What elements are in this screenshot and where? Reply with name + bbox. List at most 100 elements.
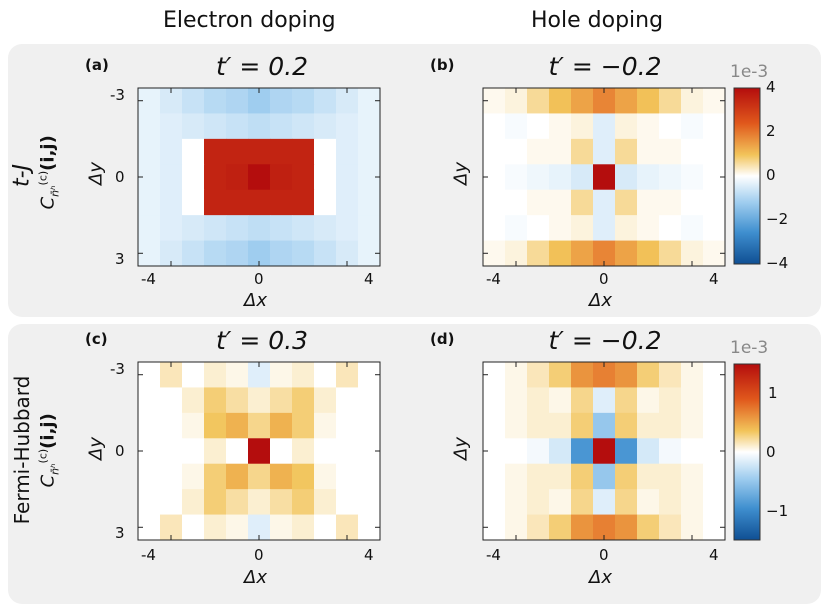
- heatmap-cell: [138, 387, 161, 414]
- heatmap-cell: [138, 164, 161, 191]
- ytick-c-top: -3: [110, 360, 125, 378]
- heatmap-cell: [248, 387, 271, 414]
- ylabel-a: Δy: [85, 162, 107, 185]
- heatmap-cell: [549, 463, 572, 490]
- panel-title-b: t′ = −0.2: [548, 52, 662, 81]
- heatmap-cell: [593, 438, 616, 465]
- cb-top-tick-0: 4: [766, 78, 776, 96]
- heatmap-cell: [505, 362, 528, 388]
- heatmap-cell: [138, 88, 161, 114]
- heatmap-cell: [659, 387, 682, 414]
- heatmap-cell: [527, 514, 550, 541]
- heatmap-cell: [681, 88, 704, 114]
- heatmap-cell: [292, 489, 315, 515]
- heatmap-cell: [659, 113, 682, 140]
- heatmap-cell: [226, 189, 249, 216]
- heatmap-cell: [358, 88, 381, 114]
- heatmap-cell: [681, 113, 704, 140]
- xtick-c-right: 4: [364, 546, 374, 564]
- heatmap-cell: [483, 189, 506, 216]
- heatmap-cell: [336, 489, 359, 515]
- heatmap-cell: [182, 240, 205, 267]
- xtick-b-mid: 0: [599, 270, 609, 288]
- heatmap-cell: [527, 164, 550, 191]
- heatmap-cell: [615, 514, 638, 541]
- heatmap-cells-a: [138, 88, 381, 267]
- heatmap-cell: [505, 138, 528, 165]
- colorbar-bottom-multiplier: 1e-3: [730, 338, 769, 358]
- column-header-electron: Electron doping: [163, 8, 336, 33]
- ytick-a-top: -3: [110, 86, 125, 104]
- cb-top-tick-4: −4: [766, 254, 789, 272]
- heatmap-cell: [483, 88, 506, 114]
- heatmap-cell: [314, 215, 337, 241]
- heatmap-cell: [314, 463, 337, 490]
- heatmap-cell: [138, 240, 161, 267]
- heatmap-cell: [505, 88, 528, 114]
- heatmap-cell: [571, 88, 594, 114]
- xlabel-b: Δx: [589, 290, 612, 311]
- heatmap-cell: [292, 113, 315, 140]
- heatmap-cell: [637, 438, 660, 465]
- heatmap-cells-d: [483, 362, 726, 541]
- heatmap-cell: [615, 189, 638, 216]
- heatmap-cell: [336, 362, 359, 388]
- heatmap-cell: [292, 438, 315, 465]
- heatmap-cell: [182, 215, 205, 241]
- heatmap-cell: [292, 412, 315, 439]
- heatmap-cell: [637, 362, 660, 388]
- heatmap-cell: [549, 215, 572, 241]
- heatmap-cell: [703, 489, 726, 515]
- heatmap-cell: [204, 240, 227, 267]
- heatmap-cell: [248, 438, 271, 465]
- heatmap-cell: [659, 489, 682, 515]
- heatmap-b: [482, 87, 726, 267]
- heatmap-cell: [637, 387, 660, 414]
- heatmap-cell: [703, 138, 726, 165]
- heatmap-cell: [637, 113, 660, 140]
- heatmap-cell: [593, 412, 616, 439]
- heatmap-cell: [204, 463, 227, 490]
- heatmap-cell: [204, 514, 227, 541]
- heatmap-cell: [270, 412, 293, 439]
- heatmap-cell: [160, 138, 183, 165]
- heatmap-cell: [549, 138, 572, 165]
- heatmap-cell: [527, 189, 550, 216]
- heatmap-cell: [314, 113, 337, 140]
- corr-args: (i,j): [37, 135, 59, 171]
- heatmap-cell: [226, 240, 249, 267]
- heatmap-cell: [593, 387, 616, 414]
- heatmap-cell: [637, 240, 660, 267]
- heatmap-cell: [681, 189, 704, 216]
- heatmap-cell: [138, 189, 161, 216]
- heatmap-cell: [593, 113, 616, 140]
- heatmap-cell: [314, 138, 337, 165]
- heatmap-cell: [270, 387, 293, 414]
- heatmap-cell: [505, 215, 528, 241]
- heatmap-cell: [138, 438, 161, 465]
- heatmap-cell: [314, 189, 337, 216]
- panel-label-d: (d): [430, 330, 455, 348]
- heatmap-cell: [248, 189, 271, 216]
- heatmap-cell: [549, 489, 572, 515]
- heatmap-cell: [226, 438, 249, 465]
- xtick-a-left: -4: [141, 270, 156, 288]
- heatmap-cell: [483, 387, 506, 414]
- heatmap-cell: [703, 88, 726, 114]
- heatmap-cell: [182, 438, 205, 465]
- heatmap-cell: [314, 240, 337, 267]
- heatmap-cell: [270, 438, 293, 465]
- heatmap-cell: [336, 514, 359, 541]
- heatmap-cell: [226, 215, 249, 241]
- heatmap-cell: [615, 387, 638, 414]
- heatmap-cell: [549, 412, 572, 439]
- heatmap-cell: [270, 362, 293, 388]
- xtick-c-mid: 0: [254, 546, 264, 564]
- heatmap-cell: [226, 463, 249, 490]
- heatmap-cell: [160, 514, 183, 541]
- heatmap-cell: [659, 88, 682, 114]
- heatmap-cell: [593, 215, 616, 241]
- heatmap-cell: [483, 514, 506, 541]
- heatmap-cell: [336, 240, 359, 267]
- heatmap-cell: [336, 412, 359, 439]
